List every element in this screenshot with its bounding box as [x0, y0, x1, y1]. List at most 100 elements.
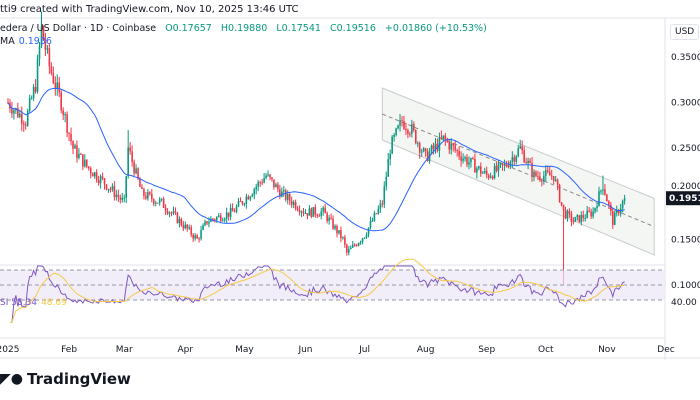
candle-body: [149, 192, 151, 194]
candle: [576, 214, 579, 221]
candle: [36, 54, 39, 94]
candle-body: [596, 206, 598, 208]
candle: [375, 212, 378, 215]
candle: [84, 154, 86, 168]
candle: [221, 217, 224, 222]
candle-body: [54, 82, 57, 89]
candle: [566, 209, 569, 222]
candle-body: [541, 179, 543, 182]
candle: [521, 140, 523, 155]
candle: [133, 159, 135, 177]
candle-body: [381, 203, 384, 205]
candle-body: [101, 176, 104, 179]
candle: [78, 148, 80, 160]
candle: [338, 230, 340, 235]
candle-body: [129, 147, 131, 152]
candle-body: [493, 165, 496, 179]
candle-body: [474, 158, 476, 173]
candle-body: [125, 176, 127, 198]
moving-average-line: [7, 87, 625, 232]
currency-button[interactable]: USD: [670, 24, 700, 40]
candle: [572, 217, 575, 225]
candle-body: [407, 130, 409, 134]
candle-body: [298, 210, 301, 213]
candle-body: [235, 206, 238, 212]
candle: [515, 155, 518, 165]
candle: [513, 154, 516, 166]
candle-body: [162, 198, 165, 208]
candle-body: [478, 166, 480, 169]
candle: [596, 203, 598, 213]
ohlc-close: C0.19516: [329, 23, 376, 34]
candle: [80, 152, 82, 155]
candle: [296, 206, 299, 212]
time-tick: Jul: [358, 345, 370, 355]
rsi-legend: SI 55.34 48.69: [0, 298, 67, 308]
candle: [548, 165, 551, 176]
candle-body: [539, 176, 541, 180]
candle: [121, 192, 124, 203]
candle: [487, 173, 490, 180]
candle: [253, 187, 256, 200]
candle-body: [434, 143, 437, 150]
candle-body: [24, 124, 27, 126]
candle: [586, 205, 588, 219]
candle-body: [409, 133, 411, 135]
candle: [533, 169, 535, 182]
candle: [190, 224, 193, 238]
candle-body: [535, 171, 537, 177]
candle: [570, 210, 573, 227]
candle: [202, 223, 204, 231]
candle: [541, 178, 543, 187]
candle: [416, 141, 419, 148]
candle-body: [50, 66, 53, 74]
candle-body: [286, 194, 289, 200]
candle-body: [385, 176, 388, 187]
candle-body: [548, 171, 551, 176]
candle-body: [468, 162, 470, 165]
candle-body: [283, 190, 285, 192]
candle-body: [184, 224, 187, 229]
candle: [543, 170, 545, 185]
candle-body: [17, 108, 19, 117]
candle: [66, 111, 68, 138]
candle: [594, 207, 596, 214]
candle-body: [217, 215, 220, 217]
candle: [602, 175, 604, 196]
candle-body: [154, 202, 157, 204]
candle: [263, 173, 265, 184]
candle: [52, 66, 55, 85]
time-tick: Nov: [598, 345, 616, 355]
candle-body: [361, 238, 364, 242]
symbol-legend: edera / US Dollar · 1D · Coinbase O0.176…: [0, 23, 487, 34]
candle-body: [416, 143, 419, 145]
candle-body: [576, 215, 579, 217]
candle-body: [206, 221, 208, 224]
candle: [460, 151, 462, 167]
candle: [44, 32, 47, 56]
candle: [472, 156, 474, 160]
candle-body: [196, 235, 198, 239]
tradingview-logo[interactable]: ◤● TradingView: [0, 370, 131, 388]
candle-body: [351, 244, 354, 248]
candle-body: [225, 212, 228, 219]
candle-body: [363, 237, 366, 239]
candle-body: [515, 156, 518, 162]
candle-body: [115, 194, 118, 197]
candle-body: [377, 208, 380, 214]
candle-body: [584, 217, 587, 219]
candle-body: [70, 133, 72, 142]
candle-body: [251, 194, 254, 197]
candle-body: [34, 86, 37, 92]
candle-body: [11, 108, 13, 114]
candle: [217, 213, 220, 218]
candle: [279, 184, 281, 200]
candle: [99, 174, 102, 189]
candle: [470, 157, 472, 168]
candle: [519, 139, 521, 149]
candle: [610, 201, 612, 216]
candle-body: [76, 145, 78, 159]
candle-body: [480, 166, 482, 174]
